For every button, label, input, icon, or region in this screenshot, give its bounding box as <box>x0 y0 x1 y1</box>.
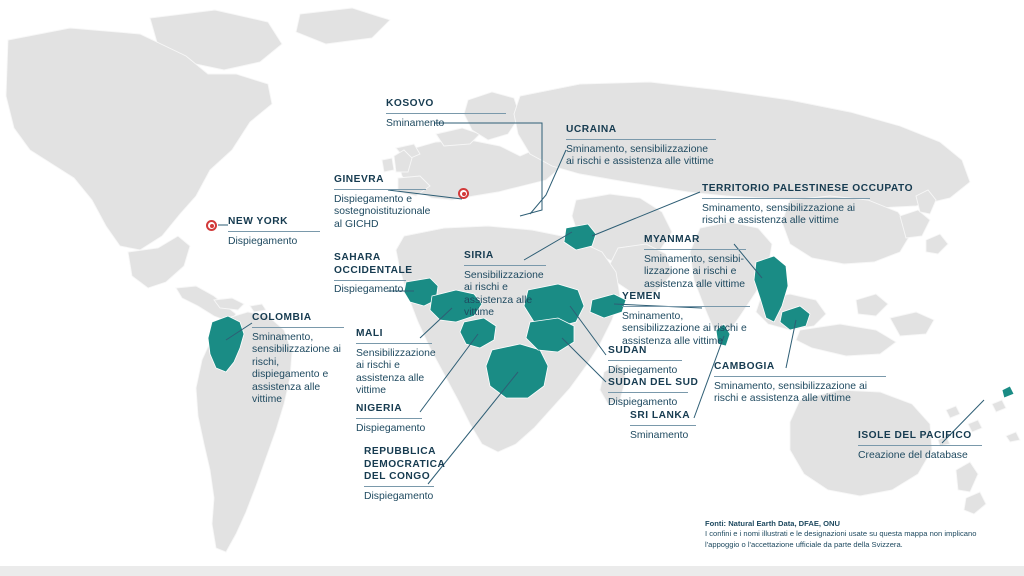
marker-ginevra[interactable] <box>458 188 469 199</box>
label-rule <box>356 418 422 419</box>
label-rule <box>714 376 886 377</box>
label-rule <box>334 279 406 281</box>
label-title: CAMBOGIA <box>714 361 775 372</box>
country-myanmar <box>753 255 789 323</box>
label-title: MALI <box>356 328 383 339</box>
country-nigeria <box>459 317 497 349</box>
label-cambogia[interactable]: CAMBOGIA Sminamento, sensibilizzazione a… <box>714 361 886 406</box>
country-sri-lanka <box>715 323 731 347</box>
label-title: COLOMBIA <box>252 312 312 323</box>
label-title: ISOLE DEL PACIFICO <box>858 430 972 441</box>
label-sudan-del-sud[interactable]: SUDAN DEL SUD Dispiegamento <box>608 377 699 409</box>
label-desc: Sminamento <box>630 429 689 441</box>
label-desc: Dispiegamento e sostegnoistituzionale al… <box>334 193 431 230</box>
label-desc: Dispiegamento <box>356 422 426 434</box>
label-title: REPUBBLICA DEMOCRATICA DEL CONGO <box>364 446 445 482</box>
source-line-2: I confini e i nomi illustrati e le desig… <box>705 529 977 539</box>
label-yemen[interactable]: YEMEN Sminamento, sensibilizzazione ai r… <box>622 291 750 348</box>
label-territorio-palestinese-occupato[interactable]: TERRITORIO PALESTINESE OCCUPATO Sminamen… <box>702 183 914 228</box>
label-kosovo[interactable]: KOSOVO Sminamento <box>386 98 506 130</box>
country-mali <box>429 289 483 323</box>
label-title: NIGERIA <box>356 403 403 414</box>
label-title: MYANMAR <box>644 234 700 245</box>
label-rule <box>386 113 506 114</box>
label-title: SRI LANKA <box>630 410 691 421</box>
label-rule <box>630 425 696 426</box>
label-rule <box>566 139 716 140</box>
label-title: UCRAINA <box>566 124 617 135</box>
target-marker-icon <box>458 188 469 199</box>
landmasses <box>0 7 1024 576</box>
label-desc: Sminamento, sensibilizzazione ai rischi … <box>714 380 868 405</box>
label-isole-del-pacifico[interactable]: ISOLE DEL PACIFICO Creazione del databas… <box>858 430 982 462</box>
label-desc: Sminamento, sensibi-lizzazione ai rischi… <box>644 253 746 290</box>
label-desc: Sminamento, sensibilizzazione ai rischi,… <box>252 331 341 406</box>
label-ucraina[interactable]: UCRAINA Sminamento, sensibilizzazione ai… <box>566 124 716 169</box>
target-marker-icon <box>206 220 217 231</box>
label-mali[interactable]: MALI Sensibilizzazione ai rischi e assis… <box>356 328 436 398</box>
label-repubblica-democratica-del-congo[interactable]: REPUBBLICA DEMOCRATICA DEL CONGO Dispieg… <box>364 446 445 503</box>
label-desc: Dispiegamento <box>608 396 678 408</box>
source-note: Fonti: Natural Earth Data, DFAE, ONU I c… <box>705 519 1005 550</box>
country-cambogia <box>779 305 811 331</box>
country-sudan-del-sud <box>525 317 575 353</box>
label-rule <box>858 445 982 446</box>
label-desc: Dispiegamento <box>608 364 678 376</box>
label-rule <box>356 343 432 344</box>
country-colombia <box>207 315 245 373</box>
label-new-york[interactable]: NEW YORK Dispiegamento <box>228 216 320 248</box>
label-desc: Dispiegamento <box>364 490 434 502</box>
label-desc: Sminamento <box>386 117 445 129</box>
label-rule <box>252 327 344 328</box>
label-title: SAHARA OCCIDENTALE <box>334 252 413 276</box>
label-title: SIRIA <box>464 250 494 261</box>
label-rule <box>644 249 746 250</box>
label-desc: Sensibilizzazione ai rischi e assistenza… <box>464 269 544 319</box>
label-rule <box>622 306 750 307</box>
marker-new-york[interactable] <box>206 220 217 231</box>
label-title: TERRITORIO PALESTINESE OCCUPATO <box>702 183 914 194</box>
country-pacific-islands <box>1001 385 1015 399</box>
label-ginevra[interactable]: GINEVRA Dispiegamento e sostegnoistituzi… <box>334 174 431 231</box>
label-sri-lanka[interactable]: SRI LANKA Sminamento <box>630 410 696 442</box>
label-rule <box>364 486 434 487</box>
label-rule <box>464 265 546 266</box>
source-line-3: l'appoggio o l'accettazione ufficiale da… <box>705 539 903 549</box>
label-rule <box>608 392 688 393</box>
label-colombia[interactable]: COLOMBIA Sminamento, sensibilizzazione a… <box>252 312 344 407</box>
label-desc: Sminamento, sensibilizzazione ai rischi … <box>622 310 747 347</box>
label-desc: Sminamento, sensibilizzazione ai rischi … <box>702 202 856 227</box>
label-title: NEW YORK <box>228 216 289 227</box>
label-rule <box>608 360 682 361</box>
label-title: SUDAN DEL SUD <box>608 377 699 388</box>
label-nigeria[interactable]: NIGERIA Dispiegamento <box>356 403 426 435</box>
label-siria[interactable]: SIRIA Sensibilizzazione ai rischi e assi… <box>464 250 546 320</box>
label-title: YEMEN <box>622 291 661 302</box>
label-desc: Sensibilizzazione ai rischi e assistenza… <box>356 347 436 397</box>
label-rule <box>334 189 426 190</box>
country-sudan <box>523 283 585 329</box>
country-siria <box>563 223 597 251</box>
label-myanmar[interactable]: MYANMAR Sminamento, sensibi-lizzazione a… <box>644 234 746 291</box>
label-desc: Dispiegamento <box>228 235 298 247</box>
label-title: SUDAN <box>608 345 647 356</box>
country-yemen <box>589 293 627 319</box>
source-line-1: Fonti: Natural Earth Data, DFAE, ONU <box>705 519 841 528</box>
label-desc: Sminamento, sensibilizzazione ai rischi … <box>566 143 714 168</box>
highlighted-countries <box>207 223 1015 399</box>
label-rule <box>702 198 870 199</box>
country-sahara-occidentale <box>403 277 439 307</box>
label-title: KOSOVO <box>386 98 434 109</box>
country-congo <box>485 343 549 399</box>
label-sahara-occidentale[interactable]: SAHARA OCCIDENTALE Dispiegamento <box>334 252 413 297</box>
label-rule <box>228 231 320 232</box>
label-title: GINEVRA <box>334 174 385 185</box>
label-desc: Creazione del database <box>858 449 968 461</box>
label-desc: Dispiegamento <box>334 284 404 295</box>
label-sudan[interactable]: SUDAN Dispiegamento <box>608 345 682 377</box>
